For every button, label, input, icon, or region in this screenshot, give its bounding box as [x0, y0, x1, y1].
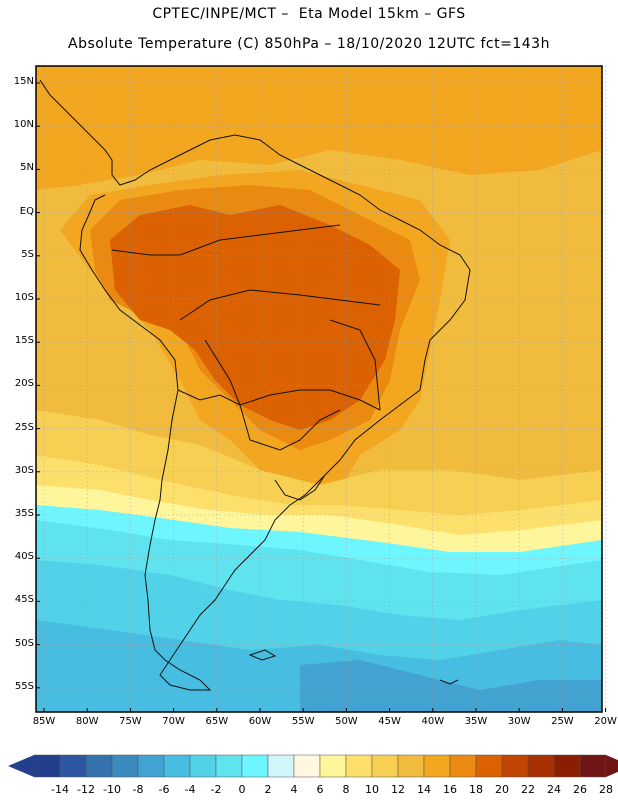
colorbar-swatch	[345, 754, 373, 778]
lon-label: 45W	[378, 716, 401, 727]
lat-label: 10N	[13, 119, 34, 131]
colorbar-swatch	[59, 754, 87, 778]
lat-label: 55S	[14, 680, 34, 692]
colorbar-swatch	[111, 754, 139, 778]
lat-label: 25S	[14, 421, 34, 433]
field-minus-6	[300, 660, 602, 712]
lat-label: 20S	[14, 378, 34, 390]
colorbar-label: 26	[573, 783, 587, 796]
colorbar-swatch	[553, 754, 581, 778]
colorbar-swatch	[501, 754, 529, 778]
colorbar-label: -10	[103, 783, 121, 796]
colorbar-swatch	[423, 754, 451, 778]
title-line-1: CPTEC/INPE/MCT – Eta Model 15km – GFS	[152, 6, 466, 22]
colorbar-swatch	[293, 754, 321, 778]
colorbar-swatch	[267, 754, 295, 778]
colorbar-label: 24	[547, 783, 561, 796]
colorbar-label: -12	[77, 783, 95, 796]
lat-label: 35S	[14, 508, 34, 519]
colorbar-swatch	[241, 754, 269, 778]
lon-label: 65W	[205, 716, 229, 727]
colorbar-swatch	[397, 754, 425, 778]
title-line-2: Absolute Temperature (C) 850hPa – 18/10/…	[68, 36, 550, 52]
lon-label: 85W	[32, 716, 56, 727]
colorbar-swatch	[527, 754, 555, 778]
colorbar-label: 28	[599, 783, 613, 796]
colorbar-swatch	[449, 754, 477, 778]
colorbar-label: 0	[238, 783, 246, 796]
lon-label: 25W	[551, 716, 574, 727]
colorbar	[8, 754, 618, 778]
coastlines	[39, 79, 471, 691]
colorbar-label: 4	[290, 783, 298, 796]
colorbar-label: -2	[210, 783, 222, 796]
lat-label: 15N	[13, 76, 34, 87]
colorbar-swatch	[33, 754, 61, 778]
colorbar-swatch	[137, 754, 165, 778]
lat-label: 45S	[14, 594, 34, 606]
field-12	[36, 410, 602, 520]
colorbar-low-arrow	[8, 755, 34, 777]
colorbar-swatch	[189, 754, 217, 778]
lat-label: 15S	[14, 335, 34, 347]
lat-label: 50S	[14, 637, 34, 649]
colorbar-swatch	[163, 754, 191, 778]
colorbar-high-arrow	[606, 755, 618, 777]
colorbar-label: 20	[495, 783, 509, 796]
plot-frame	[35, 65, 603, 713]
lon-label: 75W	[119, 716, 142, 727]
lon-label: 70W	[162, 716, 185, 727]
colorbar-swatch	[85, 754, 113, 778]
field-16-north	[36, 66, 602, 190]
colorbar-swatch	[215, 754, 243, 778]
lon-label: 30W	[507, 716, 531, 727]
lon-label: 40W	[421, 716, 445, 727]
colorbar-label: 18	[469, 783, 483, 796]
lat-label: 30S	[14, 464, 34, 476]
colorbar-label: 6	[316, 783, 324, 796]
axis-ticks	[36, 82, 607, 712]
colorbar-label: 8	[342, 783, 350, 796]
colorbar-swatch	[579, 754, 607, 778]
colorbar-label: 14	[417, 783, 431, 796]
colorbar-label: -4	[184, 783, 196, 796]
lat-label: 10S	[14, 292, 34, 303]
colorbar-label: 10	[365, 783, 379, 796]
lon-label: 55W	[291, 716, 315, 727]
field-8	[36, 485, 602, 555]
lon-label: 20W	[594, 716, 617, 727]
colorbar-label: -8	[132, 783, 144, 796]
colorbar-label: 22	[521, 783, 535, 796]
colorbar-swatch	[475, 754, 503, 778]
colorbar-label: 2	[264, 783, 272, 796]
colorbar-label: -14	[51, 783, 69, 796]
lon-label: 60W	[248, 716, 272, 727]
colorbar-label: 12	[391, 783, 405, 796]
lat-label: 5N	[20, 162, 34, 174]
colorbar-swatch	[319, 754, 347, 778]
lon-label: 50W	[335, 716, 358, 727]
lat-label: EQ	[19, 205, 34, 217]
lat-label: 5S	[21, 248, 34, 260]
colorbar-swatch	[371, 754, 399, 778]
lat-label: 40S	[14, 551, 34, 563]
colorbar-label: -6	[158, 783, 170, 796]
lon-label: 35W	[464, 716, 488, 727]
field-10	[36, 455, 602, 540]
colorbar-label: 16	[443, 783, 457, 796]
lon-label: 80W	[75, 716, 99, 727]
temperature-field	[36, 66, 602, 712]
field-20	[110, 205, 400, 430]
